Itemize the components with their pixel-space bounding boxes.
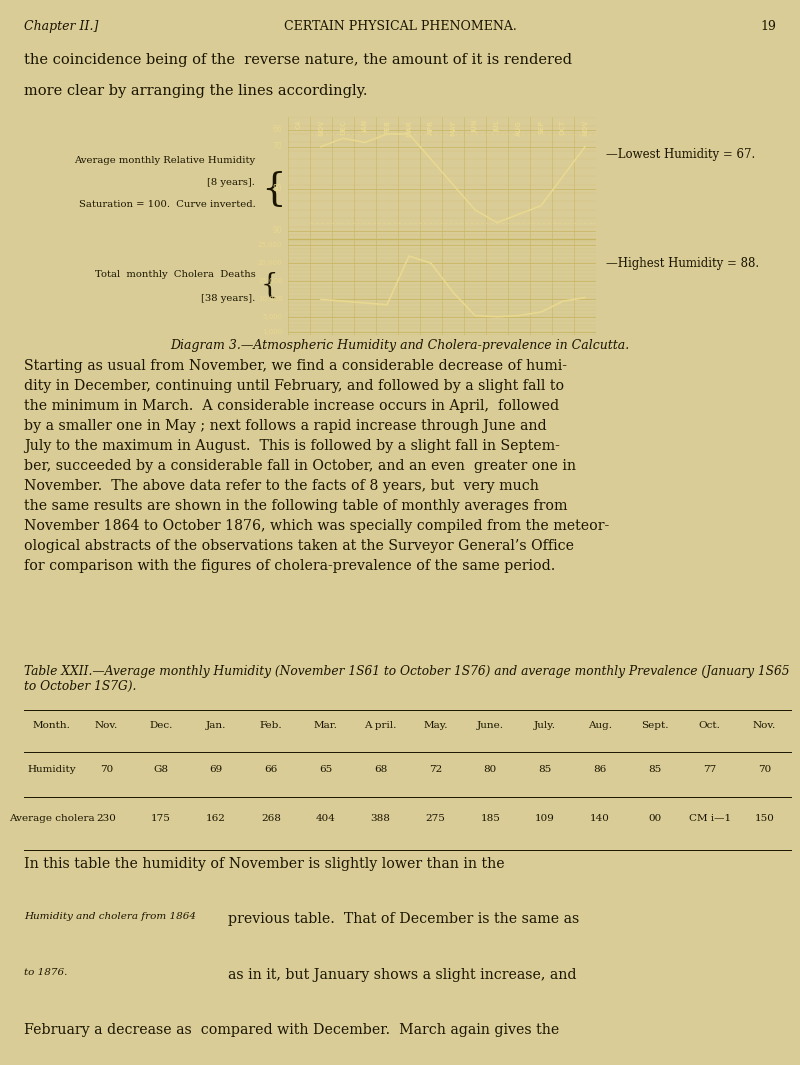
- Text: 10,000: 10,000: [258, 296, 282, 302]
- Text: In this table the humidity of November is slightly lower than in the: In this table the humidity of November i…: [24, 857, 505, 871]
- Text: {: {: [261, 170, 286, 208]
- Text: 25,000: 25,000: [258, 242, 282, 248]
- Text: Table XXII.—Average monthly Humidity (November 1S61 to October 1S76) and average: Table XXII.—Average monthly Humidity (No…: [24, 665, 790, 692]
- Text: Nov.: Nov.: [94, 721, 118, 731]
- Text: June.: June.: [477, 721, 504, 731]
- Text: to 1876.: to 1876.: [24, 968, 67, 977]
- Text: DEC: DEC: [340, 119, 346, 134]
- Text: 275: 275: [426, 814, 446, 823]
- Text: AUG: AUG: [516, 119, 522, 135]
- Text: 90: 90: [273, 227, 282, 235]
- Text: NOV: NOV: [582, 119, 588, 136]
- Text: Sept.: Sept.: [641, 721, 669, 731]
- Text: 140: 140: [590, 814, 610, 823]
- Text: 00: 00: [648, 814, 662, 823]
- Text: C4: C4: [296, 119, 302, 129]
- Text: CM i—1: CM i—1: [689, 814, 730, 823]
- Text: 65: 65: [319, 765, 332, 773]
- Text: 230: 230: [96, 814, 116, 823]
- Text: Total  monthly  Cholera  Deaths: Total monthly Cholera Deaths: [94, 269, 255, 279]
- Text: 388: 388: [370, 814, 390, 823]
- Text: [38 years].: [38 years].: [201, 294, 255, 302]
- Text: more clear by arranging the lines accordingly.: more clear by arranging the lines accord…: [24, 84, 367, 98]
- Text: —Lowest Humidity = 67.: —Lowest Humidity = 67.: [606, 148, 755, 161]
- Text: 15,000: 15,000: [258, 278, 282, 284]
- Text: A pril.: A pril.: [364, 721, 397, 731]
- Text: Humidity and cholera from 1864: Humidity and cholera from 1864: [24, 913, 196, 921]
- Text: OCT: OCT: [560, 119, 566, 135]
- Text: 66: 66: [264, 765, 278, 773]
- Text: 162: 162: [206, 814, 226, 823]
- Text: Jan.: Jan.: [206, 721, 226, 731]
- Text: 69: 69: [210, 765, 222, 773]
- Text: Average monthly Relative Humidity: Average monthly Relative Humidity: [74, 157, 255, 165]
- Text: Starting as usual from November, we find a considerable decrease of humi-
dity i: Starting as usual from November, we find…: [24, 359, 610, 573]
- Text: Nov.: Nov.: [753, 721, 776, 731]
- Text: 175: 175: [151, 814, 171, 823]
- Text: Feb.: Feb.: [259, 721, 282, 731]
- Text: Chapter II.]: Chapter II.]: [24, 20, 98, 33]
- Text: MAY: MAY: [450, 119, 456, 135]
- Text: Mar.: Mar.: [314, 721, 338, 731]
- Text: Humidity: Humidity: [27, 765, 76, 773]
- Text: —Highest Humidity = 88.: —Highest Humidity = 88.: [606, 257, 758, 269]
- Text: 80: 80: [273, 184, 282, 194]
- Text: Oct.: Oct.: [698, 721, 721, 731]
- Text: Aug.: Aug.: [588, 721, 612, 731]
- Text: {: {: [261, 272, 278, 299]
- Text: MAR: MAR: [406, 119, 412, 136]
- Text: Saturation = 100.  Curve inverted.: Saturation = 100. Curve inverted.: [78, 200, 255, 209]
- Text: JUL: JUL: [494, 119, 500, 132]
- Text: 85: 85: [648, 765, 662, 773]
- Text: 70: 70: [273, 142, 282, 151]
- Text: 77: 77: [703, 765, 716, 773]
- Text: Dec.: Dec.: [150, 721, 173, 731]
- Text: the coincidence being of the  reverse nature, the amount of it is rendered: the coincidence being of the reverse nat…: [24, 53, 572, 67]
- Text: 80: 80: [484, 765, 497, 773]
- Text: SEP: SEP: [538, 119, 544, 134]
- Text: May.: May.: [423, 721, 448, 731]
- Text: as in it, but January shows a slight increase, and: as in it, but January shows a slight inc…: [227, 968, 576, 982]
- Text: 5,000: 5,000: [262, 314, 282, 321]
- Text: NOV: NOV: [318, 119, 324, 136]
- Text: 66: 66: [273, 126, 282, 134]
- Text: Average cholera: Average cholera: [9, 814, 94, 823]
- Text: 268: 268: [261, 814, 281, 823]
- Text: February a decrease as  compared with December.  March again gives the: February a decrease as compared with Dec…: [24, 1022, 559, 1037]
- Text: 185: 185: [480, 814, 500, 823]
- Text: previous table.  That of December is the same as: previous table. That of December is the …: [227, 913, 578, 927]
- Text: 70: 70: [758, 765, 771, 773]
- Text: 72: 72: [429, 765, 442, 773]
- Text: 404: 404: [316, 814, 336, 823]
- Text: 70: 70: [100, 765, 113, 773]
- Text: FEB: FEB: [384, 119, 390, 134]
- Text: 86: 86: [594, 765, 606, 773]
- Text: CERTAIN PHYSICAL PHENOMENA.: CERTAIN PHYSICAL PHENOMENA.: [284, 20, 516, 33]
- Text: Month.: Month.: [33, 721, 70, 731]
- Text: APR: APR: [428, 119, 434, 135]
- Text: JAN: JAN: [362, 119, 368, 133]
- Text: [8 years].: [8 years].: [207, 178, 255, 187]
- Text: 19: 19: [760, 20, 776, 33]
- Text: 68: 68: [374, 765, 387, 773]
- Text: 109: 109: [535, 814, 555, 823]
- Text: 150: 150: [754, 814, 774, 823]
- Text: G8: G8: [154, 765, 169, 773]
- Text: 1,000: 1,000: [262, 329, 282, 334]
- Text: 20,000: 20,000: [258, 260, 282, 266]
- Text: 85: 85: [538, 765, 552, 773]
- Text: Diagram 3.—Atmospheric Humidity and Cholera-prevalence in Calcutta.: Diagram 3.—Atmospheric Humidity and Chol…: [170, 339, 630, 351]
- Text: July.: July.: [534, 721, 556, 731]
- Text: JUN: JUN: [472, 119, 478, 133]
